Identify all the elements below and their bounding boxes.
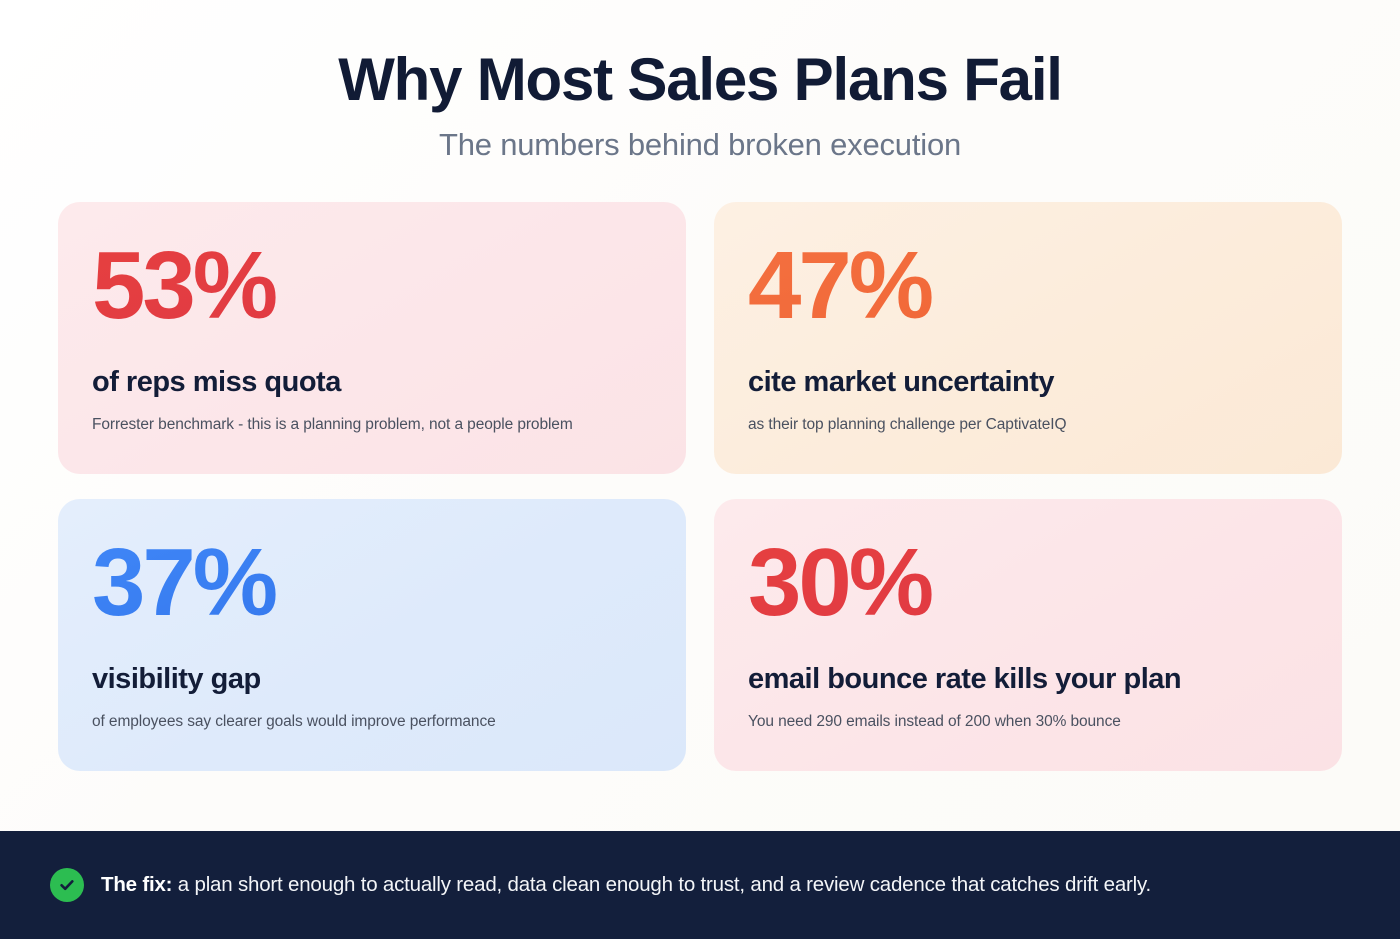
page-subtitle: The numbers behind broken execution — [438, 127, 962, 162]
stat-headline: email bounce rate kills your plan — [748, 663, 1182, 696]
footer-lead: The fix: — [101, 872, 173, 896]
stat-headline: cite market uncertainty — [748, 366, 1055, 399]
stat-card-email-bounce: 30% email bounce rate kills your plan Yo… — [714, 499, 1342, 772]
check-circle-icon — [50, 868, 84, 902]
stat-headline: of reps miss quota — [92, 366, 341, 399]
footer-message: The fix: a plan short enough to actually… — [101, 873, 1151, 898]
footer-body: a plan short enough to actually read, da… — [172, 872, 1152, 896]
stat-caption: of employees say clearer goals would imp… — [92, 713, 496, 731]
page-title: Why Most Sales Plans Fail — [338, 46, 1063, 113]
stat-card-visibility-gap: 37% visibility gap of employees say clea… — [58, 499, 686, 772]
stat-headline: visibility gap — [92, 663, 261, 696]
stat-value: 30% — [748, 534, 1308, 630]
stat-caption: as their top planning challenge per Capt… — [748, 416, 1067, 434]
stat-value: 37% — [92, 534, 652, 630]
stat-value: 47% — [748, 237, 1308, 333]
stat-card-quota: 53% of reps miss quota Forrester benchma… — [58, 202, 686, 475]
stat-card-grid: 53% of reps miss quota Forrester benchma… — [58, 202, 1342, 772]
stat-card-market-uncertainty: 47% cite market uncertainty as their top… — [714, 202, 1342, 475]
stat-caption: You need 290 emails instead of 200 when … — [748, 713, 1121, 731]
stat-caption: Forrester benchmark - this is a planning… — [92, 416, 573, 434]
footer-banner: The fix: a plan short enough to actually… — [0, 831, 1400, 939]
stat-value: 53% — [92, 237, 652, 333]
header: Why Most Sales Plans Fail The numbers be… — [0, 0, 1400, 162]
